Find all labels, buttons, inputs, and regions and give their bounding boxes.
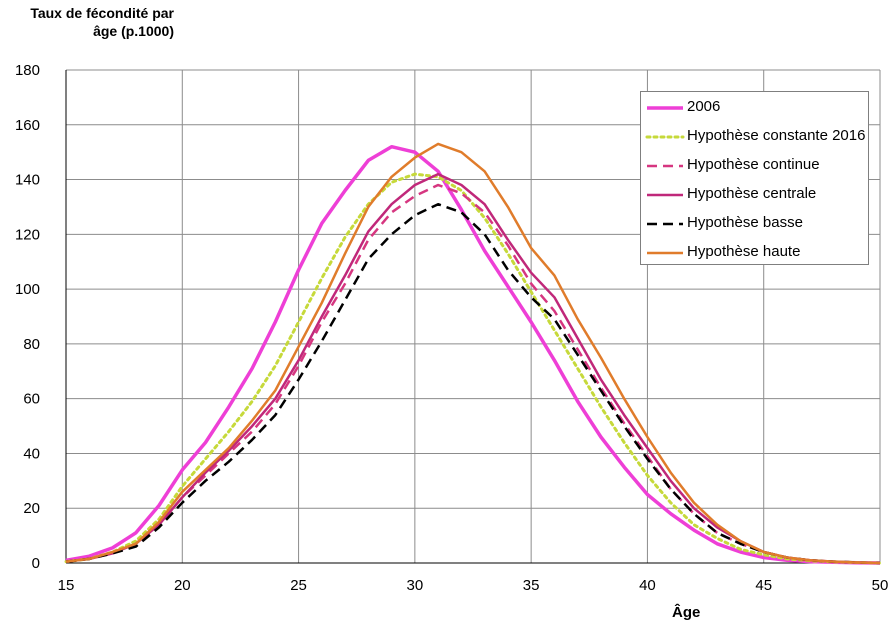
y-tick-label: 100 <box>15 281 40 298</box>
legend-swatch <box>647 106 683 110</box>
series-line-0 <box>65 144 881 565</box>
y-tick-label: 120 <box>15 226 40 243</box>
tick-labels: 0 20 40 60 80 100 120 140 160 180 15 20 25 30 35 40 45 50 <box>15 62 888 594</box>
y-axis-label-line-2: âge (p.1000) <box>93 23 174 39</box>
legend-label: 2006 <box>687 98 721 115</box>
legend-label: Hypothèse constante 2016 <box>687 127 866 144</box>
x-tick-label: 35 <box>523 577 540 594</box>
series-line-5 <box>65 142 881 565</box>
legend-item: Hypothèse haute <box>641 239 868 267</box>
x-tick-label: 15 <box>58 577 75 594</box>
legend-item: Hypothèse basse <box>641 210 868 238</box>
x-tick-label: 45 <box>755 577 772 594</box>
legend-item: Hypothèse constante 2016 <box>641 123 868 151</box>
legend-label: Hypothèse haute <box>687 243 801 260</box>
x-axis-label: Âge <box>672 604 701 621</box>
y-tick-label: 0 <box>32 555 40 572</box>
y-tick-label: 60 <box>23 391 40 408</box>
y-axis-label-line-1: Taux de fécondité par <box>30 5 174 21</box>
series-line-4 <box>65 202 881 565</box>
legend-label: Hypothèse basse <box>687 214 803 231</box>
x-tick-label: 20 <box>174 577 191 594</box>
x-tick-label: 40 <box>639 577 656 594</box>
y-tick-label: 80 <box>23 336 40 353</box>
y-axis-label: Taux de fécondité par âge (p.1000) <box>14 4 174 40</box>
legend-item: Hypothèse centrale <box>641 181 868 209</box>
legend-swatch <box>647 251 683 255</box>
series-line-1 <box>64 172 882 565</box>
legend-label: Hypothèse continue <box>687 156 820 173</box>
legend: 2006 Hypothèse constante 2016 Hypothèse co… <box>640 91 869 265</box>
legend-item: 2006 <box>641 94 868 122</box>
y-tick-label: 160 <box>15 117 40 134</box>
y-tick-label: 20 <box>23 500 40 517</box>
x-tick-label: 50 <box>872 577 889 594</box>
x-tick-label: 25 <box>290 577 307 594</box>
legend-swatch <box>645 135 685 139</box>
legend-label: Hypothèse centrale <box>687 185 817 202</box>
legend-swatch <box>647 222 683 226</box>
legend-swatch <box>647 164 683 168</box>
legend-swatch <box>647 193 683 197</box>
axes <box>65 70 880 564</box>
legend-item: Hypothèse continue <box>641 152 868 180</box>
x-tick-label: 30 <box>407 577 424 594</box>
y-tick-label: 40 <box>23 445 40 462</box>
series-lines <box>64 142 882 565</box>
y-tick-label: 140 <box>15 172 40 189</box>
y-tick-label: 180 <box>15 62 40 79</box>
